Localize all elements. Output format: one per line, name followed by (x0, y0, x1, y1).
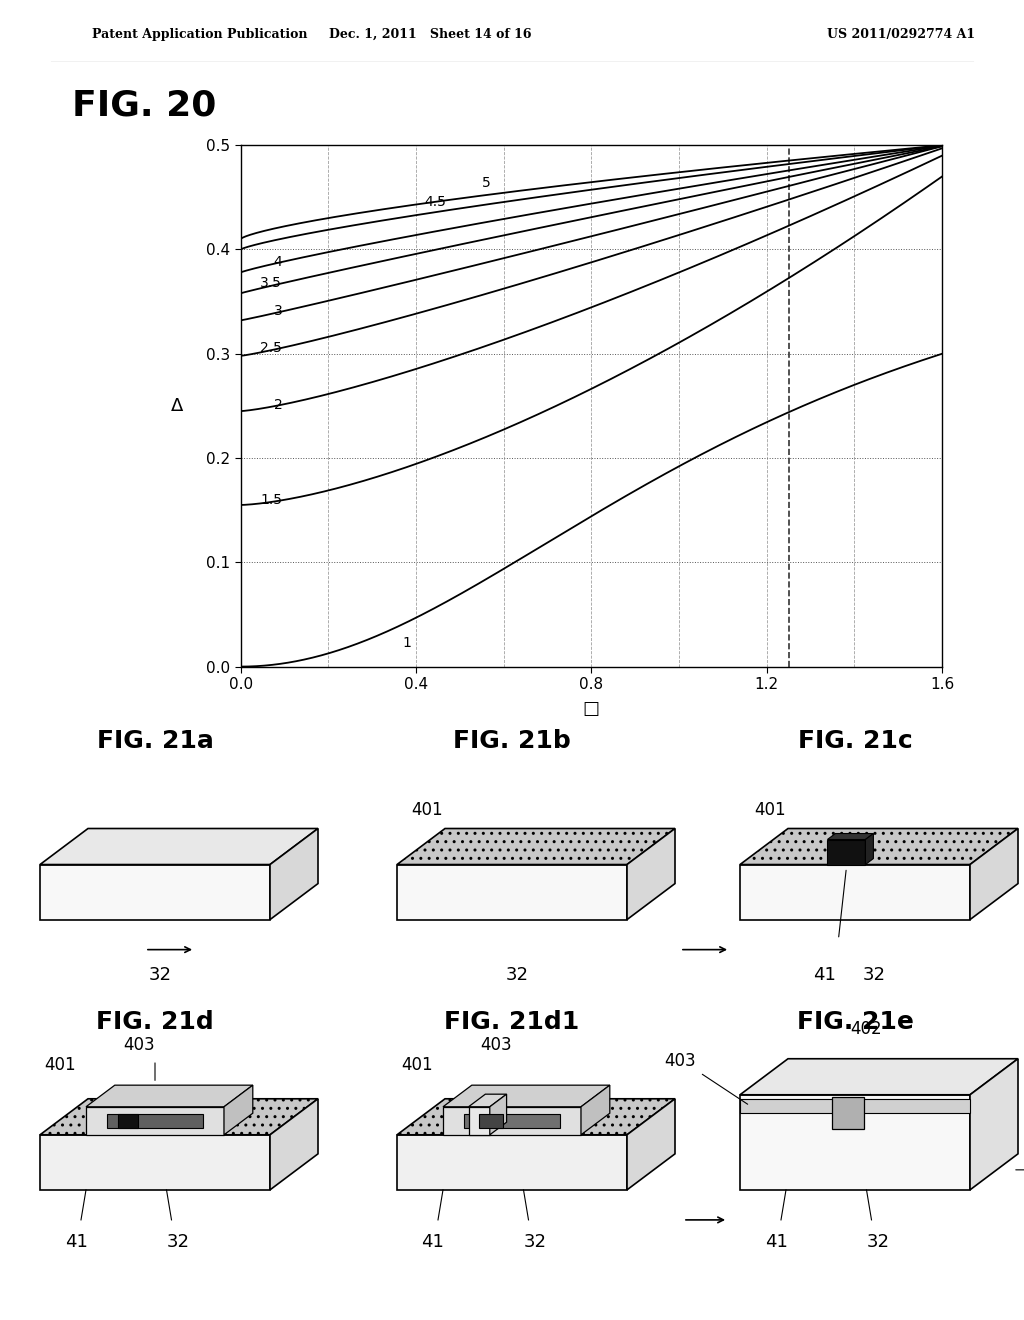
Text: FIG. 21b: FIG. 21b (454, 730, 570, 754)
Polygon shape (627, 829, 675, 920)
Polygon shape (469, 1094, 507, 1106)
X-axis label: □: □ (583, 701, 600, 718)
Text: FIG. 21e: FIG. 21e (797, 1010, 913, 1034)
Text: 2: 2 (273, 397, 283, 412)
Text: 4: 4 (273, 255, 283, 269)
Polygon shape (831, 1097, 864, 1129)
Polygon shape (970, 829, 1018, 920)
Text: Dec. 1, 2011   Sheet 14 of 16: Dec. 1, 2011 Sheet 14 of 16 (329, 28, 531, 41)
Polygon shape (489, 1094, 507, 1135)
Text: US 2011/0292774 A1: US 2011/0292774 A1 (827, 28, 975, 41)
Text: 401: 401 (755, 801, 785, 820)
Polygon shape (740, 865, 970, 920)
Polygon shape (627, 1098, 675, 1189)
Polygon shape (270, 829, 318, 920)
Text: 402: 402 (851, 1020, 883, 1038)
Text: 32: 32 (866, 1233, 890, 1251)
Polygon shape (40, 1098, 318, 1135)
Polygon shape (827, 833, 873, 840)
Text: 32: 32 (167, 1233, 189, 1251)
Text: 41: 41 (422, 1233, 444, 1251)
Text: 5: 5 (481, 177, 490, 190)
Polygon shape (970, 1059, 1018, 1189)
Polygon shape (827, 840, 865, 865)
Polygon shape (106, 1114, 204, 1127)
Text: 401: 401 (412, 801, 442, 820)
Polygon shape (397, 1098, 675, 1135)
Polygon shape (865, 833, 873, 865)
Text: 1.5: 1.5 (260, 494, 283, 507)
Polygon shape (397, 1135, 627, 1189)
Text: 403: 403 (480, 1036, 512, 1055)
Polygon shape (469, 1106, 489, 1135)
Text: FIG. 21c: FIG. 21c (798, 730, 912, 754)
Polygon shape (397, 829, 675, 865)
Text: 41: 41 (65, 1233, 87, 1251)
Polygon shape (40, 829, 318, 865)
Polygon shape (443, 1106, 581, 1135)
Y-axis label: Δ: Δ (171, 397, 183, 414)
Polygon shape (397, 865, 627, 920)
Text: 32: 32 (523, 1233, 547, 1251)
Polygon shape (740, 1059, 1018, 1094)
Text: 32: 32 (863, 966, 886, 983)
Polygon shape (740, 829, 1018, 865)
Text: FIG. 21d: FIG. 21d (96, 1010, 214, 1034)
Polygon shape (119, 1114, 137, 1127)
Polygon shape (479, 1114, 504, 1127)
Text: 401: 401 (44, 1056, 76, 1074)
Polygon shape (443, 1085, 610, 1106)
Polygon shape (270, 1098, 318, 1189)
Text: Patent Application Publication: Patent Application Publication (92, 28, 307, 41)
Text: 32: 32 (148, 966, 171, 983)
Polygon shape (86, 1085, 253, 1106)
Text: 403: 403 (665, 1052, 696, 1069)
Text: FIG. 20: FIG. 20 (72, 88, 216, 123)
Polygon shape (740, 1094, 970, 1189)
Text: 401: 401 (401, 1056, 433, 1074)
Polygon shape (740, 1098, 970, 1113)
Text: 2.5: 2.5 (260, 341, 283, 355)
Text: 3: 3 (273, 305, 283, 318)
Polygon shape (40, 865, 270, 920)
Polygon shape (40, 1135, 270, 1189)
Text: FIG. 21d1: FIG. 21d1 (444, 1010, 580, 1034)
Polygon shape (464, 1114, 560, 1127)
Text: 403: 403 (123, 1036, 155, 1055)
Text: 32: 32 (506, 966, 528, 983)
Text: FIG. 21a: FIG. 21a (96, 730, 213, 754)
Text: 41: 41 (813, 966, 836, 983)
Text: 4.5: 4.5 (425, 194, 446, 209)
Text: 1: 1 (402, 635, 412, 649)
Polygon shape (86, 1106, 224, 1135)
Text: 41: 41 (765, 1233, 787, 1251)
Polygon shape (581, 1085, 610, 1135)
Text: 3.5: 3.5 (260, 276, 283, 290)
Polygon shape (224, 1085, 253, 1135)
